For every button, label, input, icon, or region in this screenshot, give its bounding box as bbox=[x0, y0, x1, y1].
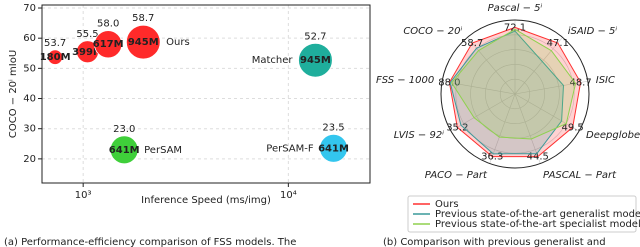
size-label: 399M bbox=[72, 47, 103, 58]
bubble bbox=[298, 42, 333, 78]
value-label: 72.1 bbox=[504, 22, 526, 33]
value-label: 36.3 bbox=[481, 152, 503, 163]
value-label: 35.2 bbox=[446, 122, 468, 133]
value-label: 49.5 bbox=[562, 122, 584, 133]
value-label: 58.7 bbox=[132, 13, 154, 24]
axis-label: PASCAL − Part bbox=[543, 170, 617, 181]
y-tick-label: 60 bbox=[23, 33, 36, 44]
value-label: 23.5 bbox=[322, 122, 344, 133]
value-label: 48.7 bbox=[569, 77, 591, 88]
series-label: Matcher bbox=[252, 55, 294, 66]
spoke bbox=[514, 93, 580, 132]
axis-label: FSS − 1000 bbox=[376, 75, 434, 86]
size-label: 945M bbox=[128, 37, 159, 48]
size-label: 180M bbox=[40, 52, 71, 63]
series-label: PerSAM bbox=[144, 145, 182, 156]
value-label: 53.7 bbox=[44, 38, 66, 49]
y-tick-label: 30 bbox=[23, 124, 36, 135]
bubble bbox=[94, 30, 123, 59]
x-tick-label: 10⁴ bbox=[280, 190, 297, 201]
legend-label: Previous state-of-the-art generalist mod… bbox=[435, 209, 640, 220]
spoke bbox=[514, 37, 563, 95]
value-label: 55.5 bbox=[76, 29, 98, 40]
spoke bbox=[489, 93, 516, 164]
bubble bbox=[47, 49, 63, 65]
legend-box bbox=[407, 195, 637, 233]
value-label: 58.7 bbox=[461, 38, 483, 49]
y-tick-label: 20 bbox=[23, 154, 36, 165]
bubble bbox=[319, 133, 348, 163]
radar-frame bbox=[440, 19, 590, 169]
spoke bbox=[442, 80, 516, 95]
axis-label: COCO − 20ⁱ bbox=[403, 26, 462, 37]
value-label: 47.1 bbox=[547, 38, 569, 49]
y-axis-label: COCO − 20ⁱ mIoU bbox=[8, 50, 19, 138]
size-label: 617M bbox=[93, 39, 124, 50]
size-label: 945M bbox=[300, 55, 331, 66]
radar-area bbox=[449, 30, 564, 155]
spoke bbox=[450, 93, 516, 132]
spoke bbox=[467, 37, 516, 95]
x-axis-label: Inference Speed (ms/img) bbox=[141, 195, 271, 206]
series-label: PerSAM-F bbox=[266, 143, 314, 154]
y-tick-label: 50 bbox=[23, 63, 36, 74]
axis-label: LVIS − 92ⁱ bbox=[394, 130, 444, 141]
y-tick-label: 70 bbox=[23, 3, 36, 14]
radar-area bbox=[451, 28, 577, 140]
spoke bbox=[514, 93, 541, 164]
value-label: 88.0 bbox=[438, 77, 460, 88]
axis-label: ISIC bbox=[596, 75, 615, 86]
axis-label: iSAID − 5ⁱ bbox=[568, 26, 618, 37]
size-label: 641M bbox=[318, 143, 349, 154]
caption: (a) Performance-efficiency comparison of… bbox=[4, 237, 296, 247]
value-label: 52.7 bbox=[304, 31, 326, 42]
axis-label: Pascal − 5ⁱ bbox=[488, 3, 543, 14]
legend-label: Ours bbox=[435, 199, 459, 210]
size-label: 641M bbox=[109, 145, 140, 156]
axis-label: Deepglobe bbox=[586, 130, 640, 141]
legend-label: Previous state-of-the-art specialist mod… bbox=[435, 219, 640, 230]
axis-label: PACO − Part bbox=[425, 170, 488, 181]
x-tick-label: 10³ bbox=[75, 190, 92, 201]
value-label: 23.0 bbox=[113, 124, 135, 135]
bubble bbox=[125, 24, 161, 60]
value-label: 58.0 bbox=[97, 19, 119, 30]
bubble bbox=[109, 135, 139, 165]
caption: (b) Comparison with previous generalist … bbox=[383, 237, 606, 247]
series-label: Ours bbox=[166, 37, 190, 48]
value-label: 44.5 bbox=[527, 152, 549, 163]
plot-frame bbox=[41, 4, 371, 184]
y-tick-label: 40 bbox=[23, 94, 36, 105]
